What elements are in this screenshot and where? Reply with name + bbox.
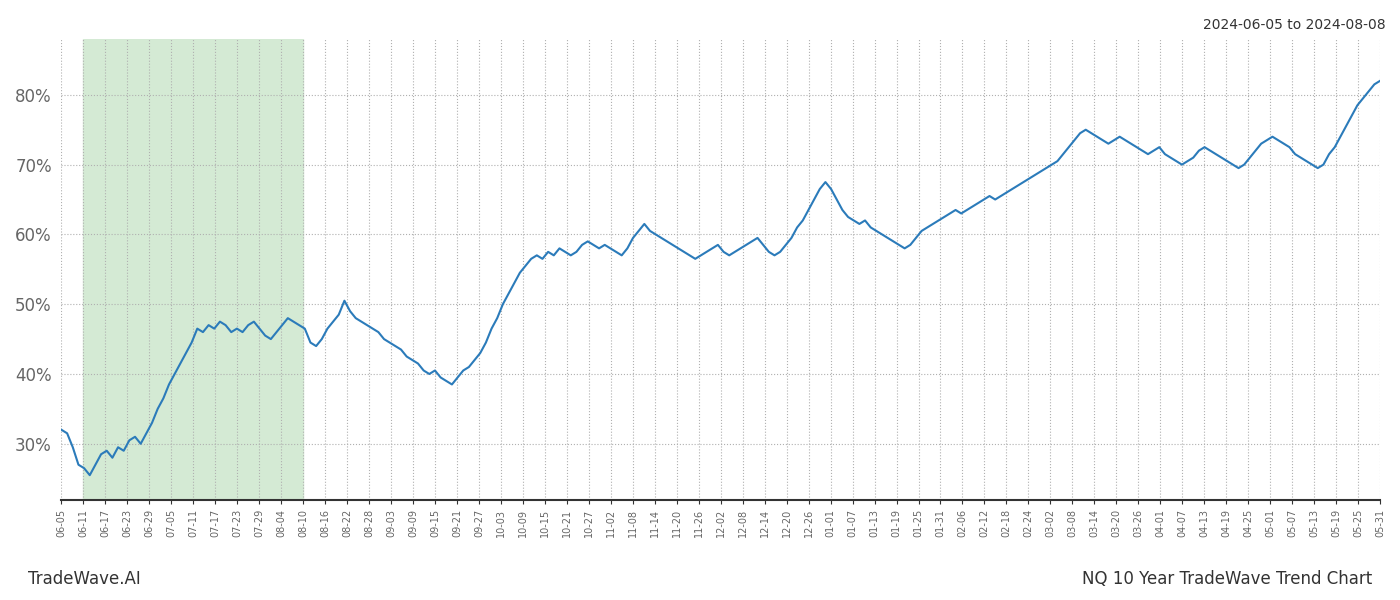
Text: NQ 10 Year TradeWave Trend Chart: NQ 10 Year TradeWave Trend Chart: [1082, 570, 1372, 588]
Text: 2024-06-05 to 2024-08-08: 2024-06-05 to 2024-08-08: [1204, 18, 1386, 32]
Text: TradeWave.AI: TradeWave.AI: [28, 570, 141, 588]
Bar: [84, 39, 304, 500]
